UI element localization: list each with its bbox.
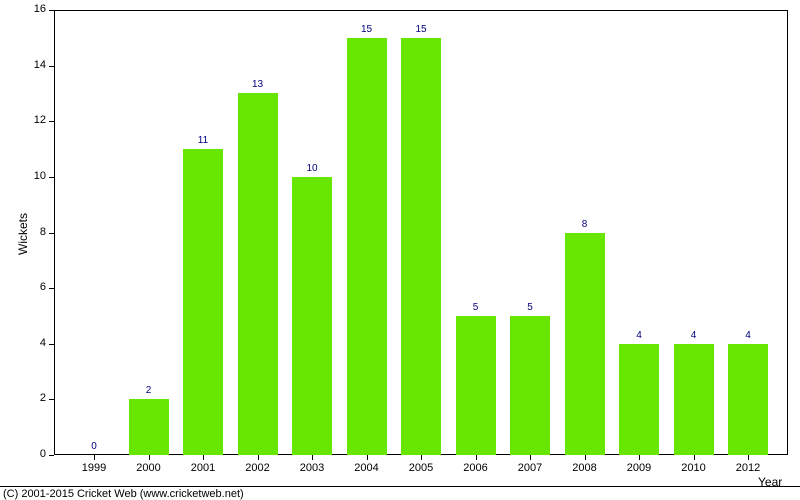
bar [183, 149, 223, 455]
x-tick-mark [639, 455, 640, 460]
bar [129, 399, 169, 455]
bars-layer: 0 2 11 13 10 15 15 5 5 8 4 4 4 [54, 10, 788, 455]
x-tick-label: 2008 [572, 462, 596, 474]
y-tick-label: 6 [26, 281, 46, 293]
bar [510, 316, 550, 455]
x-tick-mark [367, 455, 368, 460]
bar-value-label: 4 [691, 330, 697, 341]
bar-value-label: 0 [91, 441, 97, 452]
bar [347, 38, 387, 455]
y-tick-label: 4 [26, 337, 46, 349]
bar-value-label: 11 [198, 135, 208, 146]
bar-value-label: 5 [527, 302, 533, 313]
bar [674, 344, 714, 455]
x-tick-mark [421, 455, 422, 460]
y-tick-label: 12 [26, 114, 46, 126]
bar [456, 316, 496, 455]
x-tick-mark [312, 455, 313, 460]
x-tick-label: 2012 [736, 462, 760, 474]
y-tick-label: 0 [26, 448, 46, 460]
bar [728, 344, 768, 455]
y-tick-label: 14 [26, 59, 46, 71]
x-tick-label: 2007 [518, 462, 542, 474]
bar-value-label: 5 [473, 302, 479, 313]
copyright-text: (C) 2001-2015 Cricket Web (www.cricketwe… [3, 488, 244, 500]
x-tick-label: 2009 [627, 462, 651, 474]
x-tick-mark [258, 455, 259, 460]
footer-separator [0, 486, 800, 487]
bar-value-label: 2 [146, 385, 152, 396]
x-tick-label: 2001 [191, 462, 215, 474]
bar [238, 93, 278, 455]
y-tick-mark [49, 455, 54, 456]
x-tick-mark [149, 455, 150, 460]
y-tick-label: 2 [26, 392, 46, 404]
x-tick-label: 2004 [354, 462, 378, 474]
bar-value-label: 10 [306, 163, 317, 174]
bar-value-label: 4 [745, 330, 751, 341]
chart-container: 0246810121416 19992000200120022003200420… [0, 0, 800, 500]
bar [292, 177, 332, 455]
x-tick-mark [748, 455, 749, 460]
x-tick-label: 2003 [300, 462, 324, 474]
x-tick-label: 2002 [245, 462, 269, 474]
bar [401, 38, 441, 455]
bar-value-label: 13 [252, 79, 263, 90]
x-tick-mark [203, 455, 204, 460]
bar [619, 344, 659, 455]
x-tick-label: 2000 [136, 462, 160, 474]
x-tick-mark [94, 455, 95, 460]
x-tick-mark [530, 455, 531, 460]
bar [565, 233, 605, 456]
y-axis-label: Wickets [16, 213, 30, 255]
x-tick-mark [694, 455, 695, 460]
x-tick-mark [585, 455, 586, 460]
y-tick-label: 10 [26, 170, 46, 182]
x-tick-mark [476, 455, 477, 460]
x-tick-label: 2006 [463, 462, 487, 474]
x-tick-label: 2005 [409, 462, 433, 474]
x-tick-label: 1999 [82, 462, 106, 474]
y-tick-label: 16 [26, 3, 46, 15]
bar-value-label: 4 [636, 330, 642, 341]
bar-value-label: 8 [582, 219, 588, 230]
x-tick-label: 2010 [681, 462, 705, 474]
bar-value-label: 15 [415, 24, 426, 35]
bar-value-label: 15 [361, 24, 372, 35]
